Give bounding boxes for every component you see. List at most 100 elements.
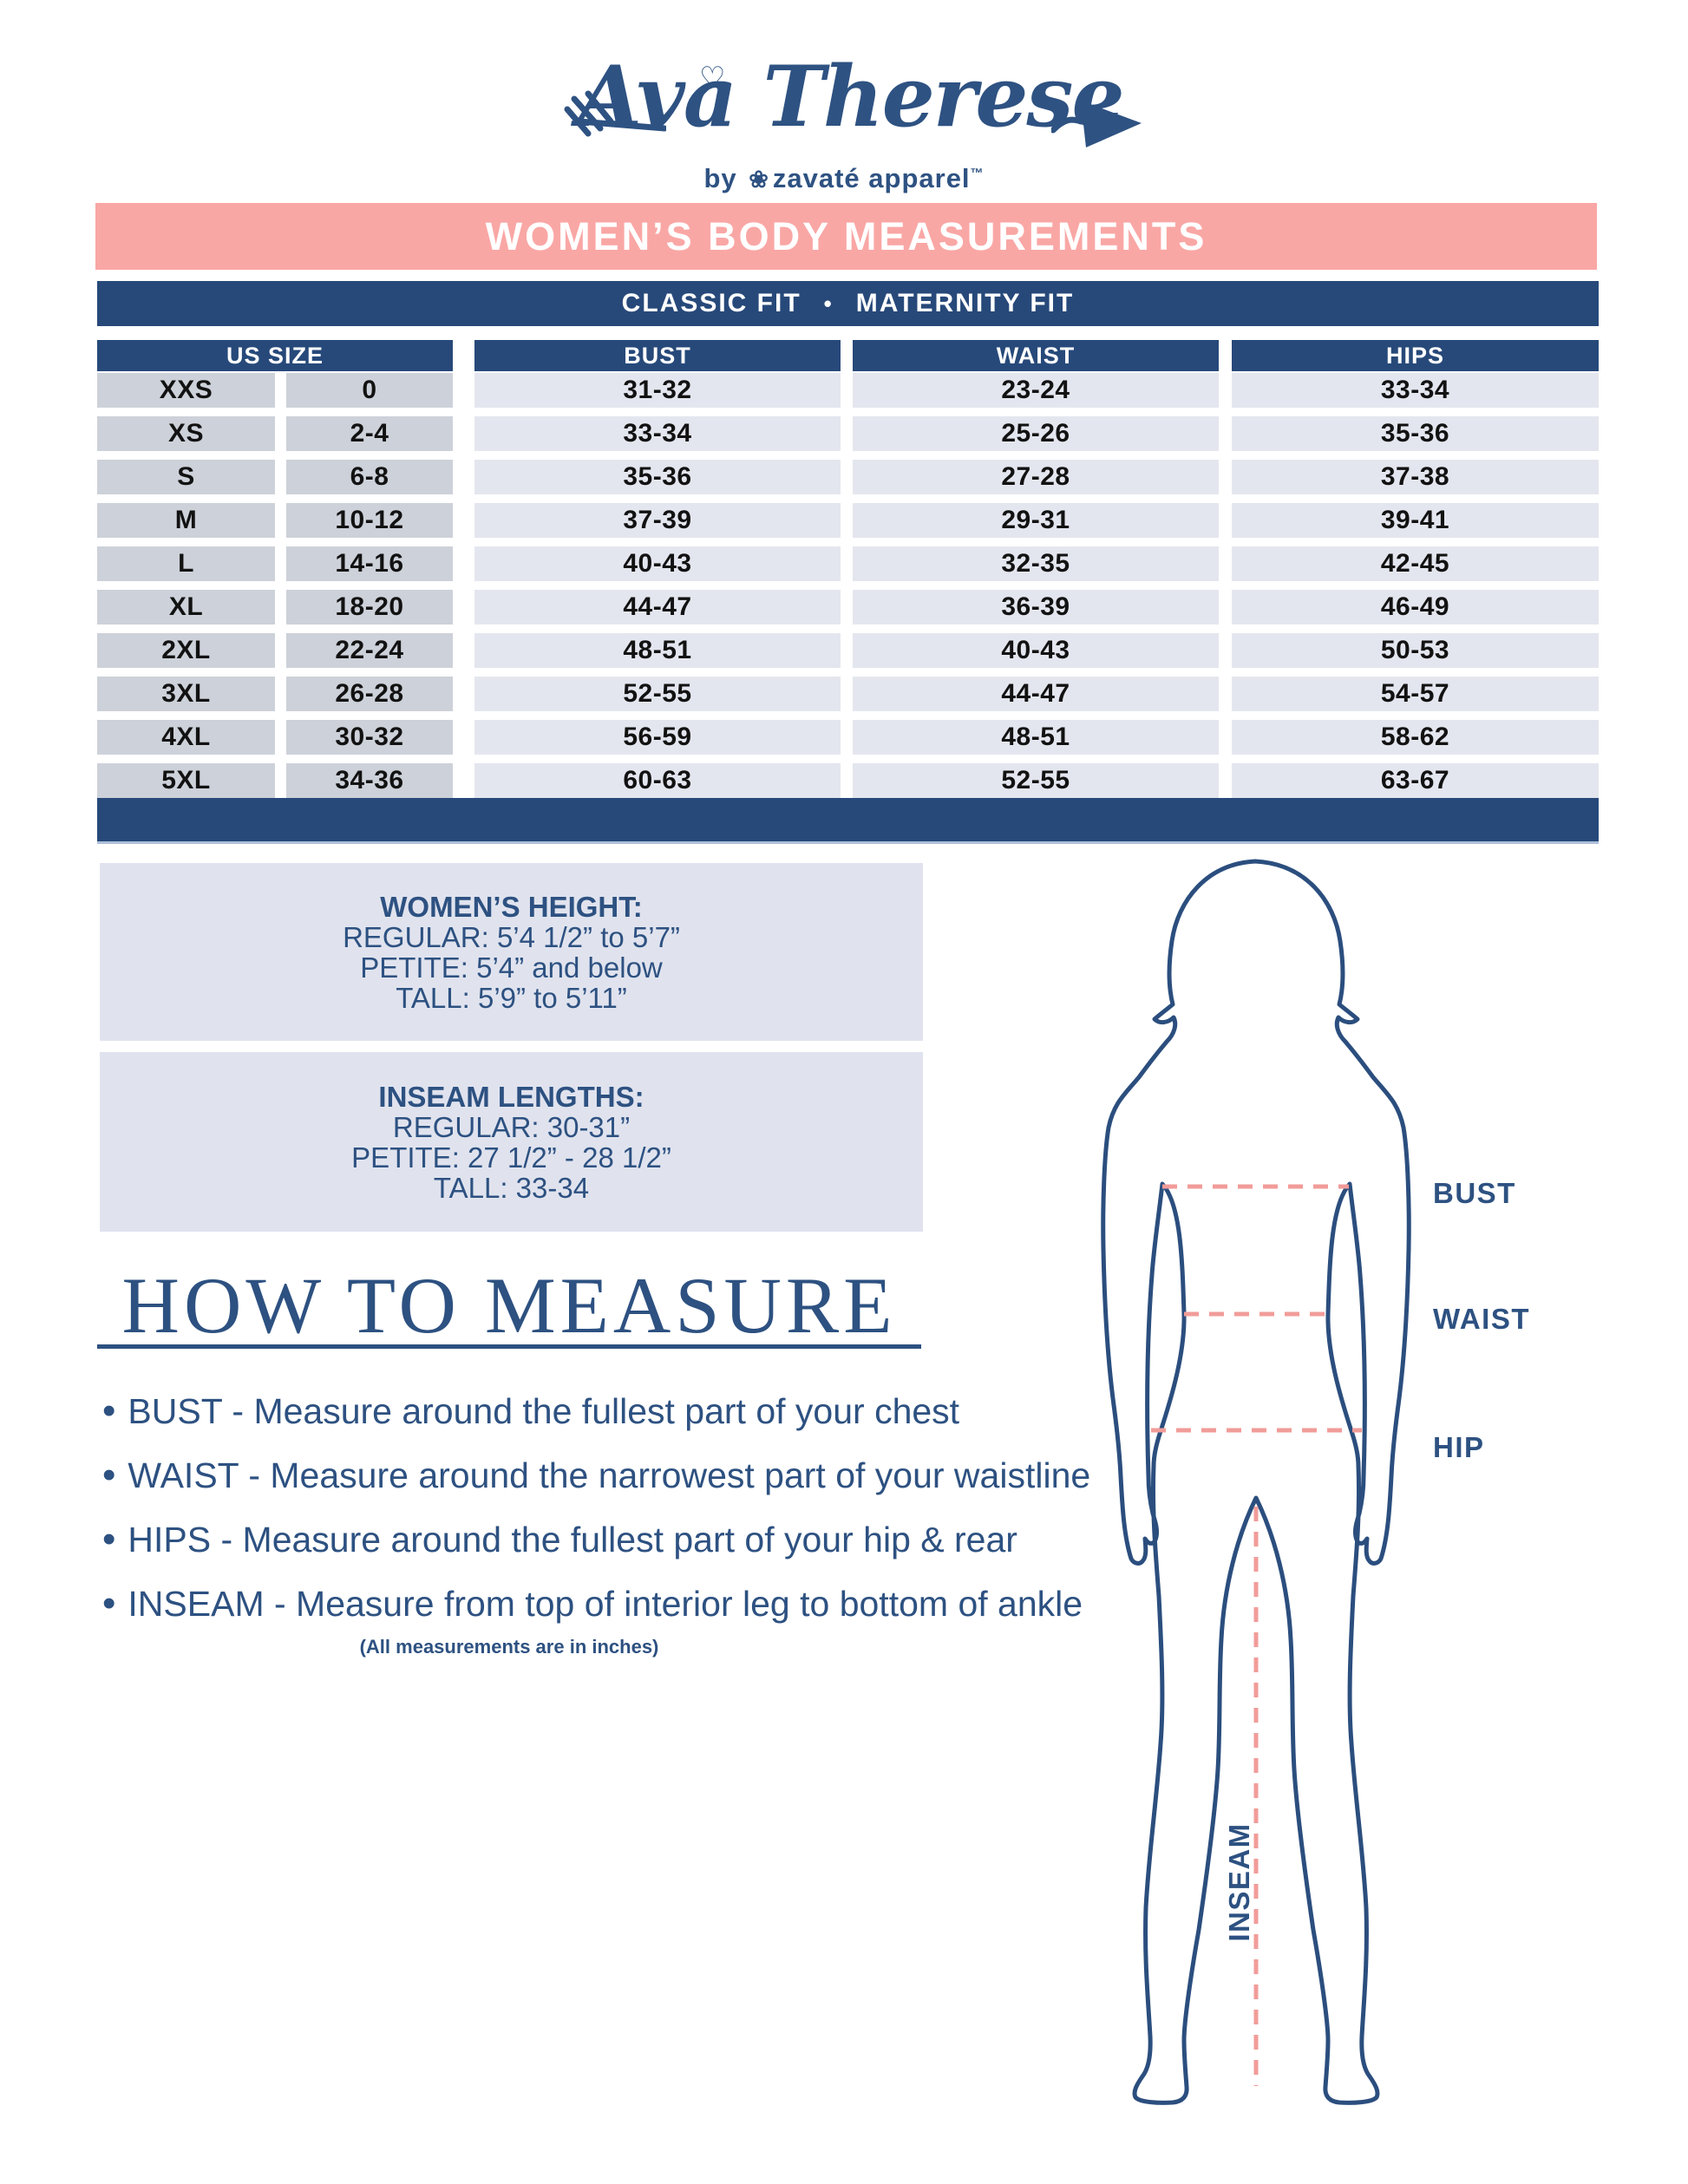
hips-cell: 46-49: [1232, 590, 1599, 624]
byline-brand: zavaté apparel: [772, 163, 971, 193]
fit-separator-dot: •: [823, 290, 834, 317]
waist-cell: 29-31: [853, 503, 1219, 538]
brand-byline: by ❀ zavaté apparel™: [497, 163, 1191, 194]
bullet-dot-icon: •: [102, 1390, 116, 1432]
bust-cell: 48-51: [474, 633, 841, 668]
figure-label-bust: BUST: [1433, 1177, 1516, 1209]
column-header-us-size: US SIZE: [97, 340, 453, 371]
height-box-title: WOMEN’S HEIGHT:: [380, 890, 643, 923]
hips-cell: 58-62: [1232, 720, 1599, 755]
hips-cell: 37-38: [1232, 460, 1599, 494]
body-figure-illustration: [1101, 859, 1411, 2105]
column-header-bust: BUST: [474, 340, 841, 371]
brand-logo-script: Ava Therese: [577, 47, 1124, 146]
us-number-cell: 10-12: [286, 503, 453, 538]
arrow-head-icon: [1051, 101, 1142, 147]
us-number-cell: 34-36: [286, 763, 453, 798]
bust-cell: 35-36: [474, 460, 841, 494]
size-cell: 4XL: [97, 720, 275, 755]
waist-cell: 25-26: [853, 416, 1219, 451]
inseam-tall: TALL: 33-34: [433, 1171, 590, 1204]
us-number-cell: 14-16: [286, 546, 453, 581]
flower-icon: ❀: [749, 167, 769, 193]
us-number-cell: 0: [286, 373, 453, 408]
column-hips: 33-34 35-36 37-38 39-41 42-45 46-49 50-5…: [1232, 373, 1599, 798]
figure-label-hip: HIP: [1433, 1431, 1485, 1463]
us-number-cell: 30-32: [286, 720, 453, 755]
bullet-inseam-text: INSEAM - Measure from top of interior le…: [128, 1583, 1083, 1624]
bullet-hips-text: HIPS - Measure around the fullest part o…: [128, 1519, 1017, 1560]
us-number-cell: 22-24: [286, 633, 453, 668]
size-cell: XS: [97, 416, 275, 451]
figure-label-waist: WAIST: [1433, 1303, 1530, 1335]
waist-cell: 23-24: [853, 373, 1219, 408]
column-header-waist: WAIST: [853, 340, 1219, 371]
bust-cell: 44-47: [474, 590, 841, 624]
table-footer-bar: [97, 798, 1599, 844]
size-cell: 3XL: [97, 677, 275, 711]
hips-cell: 35-36: [1232, 416, 1599, 451]
bust-cell: 31-32: [474, 373, 841, 408]
waist-cell: 27-28: [853, 460, 1219, 494]
page-title: WOMEN’S BODY MEASUREMENTS: [485, 213, 1207, 258]
bullet-hips: • HIPS - Measure around the fullest part…: [102, 1518, 1017, 1560]
page-title-banner: WOMEN’S BODY MEASUREMENTS: [95, 203, 1597, 270]
inseam-petite: PETITE: 27 1/2” - 28 1/2”: [351, 1141, 671, 1174]
bust-cell: 40-43: [474, 546, 841, 581]
waist-cell: 52-55: [853, 763, 1219, 798]
height-regular: REGULAR: 5’4 1/2” to 5’7”: [343, 920, 680, 953]
bust-cell: 56-59: [474, 720, 841, 755]
bullet-dot-icon: •: [102, 1454, 116, 1496]
column-waist: 23-24 25-26 27-28 29-31 32-35 36-39 40-4…: [853, 373, 1219, 798]
height-petite: PETITE: 5’4” and below: [360, 951, 663, 984]
hips-cell: 54-57: [1232, 677, 1599, 711]
size-cell: M: [97, 503, 275, 538]
size-cell: L: [97, 546, 275, 581]
waist-cell: 40-43: [853, 633, 1219, 668]
bullet-bust-text: BUST - Measure around the fullest part o…: [128, 1390, 960, 1431]
byline-prefix: by: [703, 163, 737, 193]
bullet-waist: • WAIST - Measure around the narrowest p…: [102, 1454, 1091, 1496]
bust-cell: 60-63: [474, 763, 841, 798]
fit-classic: CLASSIC FIT: [621, 289, 801, 317]
bust-cell: 52-55: [474, 677, 841, 711]
height-tall: TALL: 5’9” to 5’11”: [396, 981, 627, 1014]
size-cell: XL: [97, 590, 275, 624]
bullet-inseam: • INSEAM - Measure from top of interior …: [102, 1582, 1083, 1625]
arrow-fletching-icon: [564, 90, 666, 137]
waist-cell: 36-39: [853, 590, 1219, 624]
hips-cell: 33-34: [1232, 373, 1599, 408]
bust-cell: 33-34: [474, 416, 841, 451]
title-divider-rule: [97, 1344, 921, 1349]
column-us-number: 0 2-4 6-8 10-12 14-16 18-20 22-24 26-28 …: [286, 373, 453, 798]
bullet-dot-icon: •: [102, 1582, 116, 1625]
bullet-dot-icon: •: [102, 1518, 116, 1560]
hips-cell: 39-41: [1232, 503, 1599, 538]
trademark-symbol: ™: [970, 166, 985, 181]
measurement-dash-lines: [1151, 1184, 1362, 2086]
hips-cell: 42-45: [1232, 546, 1599, 581]
size-cell: 5XL: [97, 763, 275, 798]
hips-cell: 63-67: [1232, 763, 1599, 798]
us-number-cell: 6-8: [286, 460, 453, 494]
size-cell: XXS: [97, 373, 275, 408]
hips-cell: 50-53: [1232, 633, 1599, 668]
fit-types-bar: CLASSIC FIT • MATERNITY FIT: [97, 281, 1599, 326]
column-bust: 31-32 33-34 35-36 37-39 40-43 44-47 48-5…: [474, 373, 841, 798]
heart-icon: ♡: [699, 62, 726, 95]
bullet-waist-text: WAIST - Measure around the narrowest par…: [128, 1455, 1091, 1495]
bust-cell: 37-39: [474, 503, 841, 538]
column-size-label: XXS XS S M L XL 2XL 3XL 4XL 5XL: [97, 373, 275, 798]
size-cell: 2XL: [97, 633, 275, 668]
inseam-lengths-box: INSEAM LENGTHS: REGULAR: 30-31” PETITE: …: [100, 1052, 923, 1232]
how-to-measure-title: HOW TO MEASURE: [121, 1261, 897, 1350]
womens-height-box: WOMEN’S HEIGHT: REGULAR: 5’4 1/2” to 5’7…: [100, 863, 923, 1041]
bullet-bust: • BUST - Measure around the fullest part…: [102, 1390, 960, 1432]
inseam-regular: REGULAR: 30-31”: [392, 1110, 631, 1143]
measurements-units-note: (All measurements are in inches): [359, 1636, 659, 1658]
figure-label-inseam: INSEAM: [1223, 1822, 1255, 1942]
body-outline: [1101, 859, 1411, 2105]
waist-cell: 44-47: [853, 677, 1219, 711]
size-cell: S: [97, 460, 275, 494]
